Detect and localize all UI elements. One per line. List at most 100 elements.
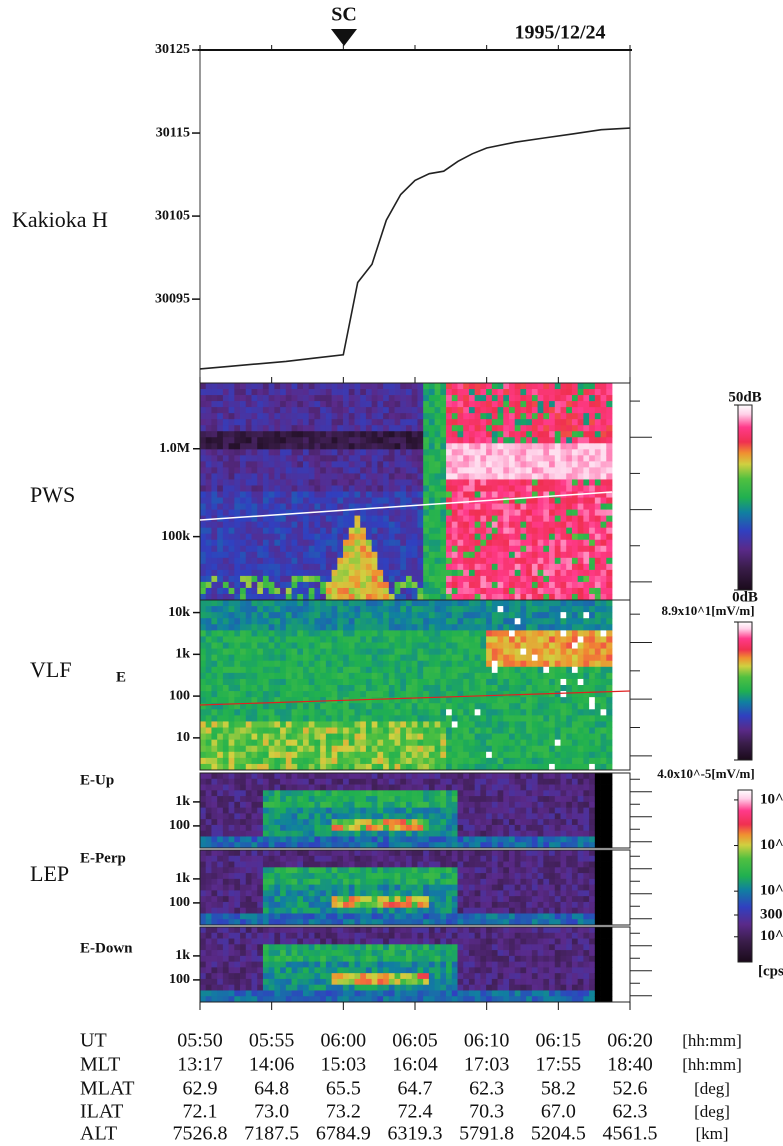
- spectrogram-cell: [223, 540, 229, 546]
- spectrogram-cell: [200, 643, 206, 649]
- spectrogram-cell: [314, 552, 320, 558]
- spectrogram-cell: [326, 752, 332, 758]
- spectrogram-cell: [463, 624, 469, 630]
- spectrogram-cell: [211, 673, 217, 679]
- spectrogram-cell: [555, 528, 561, 534]
- spectrogram-cell: [211, 813, 217, 819]
- spectrogram-cell: [240, 734, 246, 740]
- spectrogram-cell: [314, 395, 320, 401]
- spectrogram-cell: [543, 588, 549, 594]
- spectrogram-cell: [475, 467, 481, 473]
- spectrogram-cell: [326, 836, 332, 842]
- spectrogram-cell: [377, 606, 383, 612]
- spectrogram-cell: [595, 389, 601, 395]
- spectrogram-cell: [395, 740, 401, 746]
- spectrogram-cell: [360, 630, 366, 636]
- spectrogram-cell: [217, 461, 223, 467]
- spectrogram-cell: [486, 449, 492, 455]
- spectrogram-cell: [583, 570, 589, 576]
- spectrogram-cell: [452, 479, 458, 485]
- spectrogram-cell: [223, 552, 229, 558]
- spectrogram-cell: [595, 667, 601, 673]
- spectrogram-cell: [332, 721, 338, 727]
- spectrogram-cell: [486, 746, 492, 752]
- spectrogram-cell: [280, 479, 286, 485]
- spectrogram-cell: [229, 836, 235, 842]
- spectrogram-cell: [503, 522, 509, 528]
- spectrogram-cell: [595, 630, 601, 636]
- spectrogram-cell: [217, 455, 223, 461]
- spectrogram-cell: [417, 624, 423, 630]
- spectrogram-cell: [566, 728, 572, 734]
- spectrogram-cell: [538, 679, 544, 685]
- spectrogram-cell: [349, 752, 355, 758]
- spectrogram-cell: [320, 588, 326, 594]
- spectrogram-cell: [389, 522, 395, 528]
- spectrogram-cell: [320, 443, 326, 449]
- spectrogram-cell: [383, 600, 389, 606]
- spectrogram-cell: [509, 752, 515, 758]
- spectrogram-cell: [475, 558, 481, 564]
- spectrogram-cell: [292, 594, 298, 600]
- spectrogram-cell: [532, 721, 538, 727]
- spectrogram-cell: [578, 504, 584, 510]
- spectrogram-cell: [469, 606, 475, 612]
- spectrogram-cell: [211, 612, 217, 618]
- spectrogram-cell: [561, 552, 567, 558]
- spectrogram-cell: [257, 636, 263, 642]
- spectrogram-cell: [389, 709, 395, 715]
- spectrogram-cell: [355, 746, 361, 752]
- spectrogram-cell: [538, 630, 544, 636]
- spectrogram-cell: [366, 667, 372, 673]
- spectrogram-cell: [355, 709, 361, 715]
- spectrogram-cell: [389, 740, 395, 746]
- spectrogram-cell: [543, 401, 549, 407]
- spectrogram-cell: [269, 395, 275, 401]
- spectrogram-cell: [252, 401, 258, 407]
- spectrogram-cell: [538, 612, 544, 618]
- y-tick-label: 10k: [168, 605, 190, 620]
- spectrogram-cell: [589, 606, 595, 612]
- spectrogram-cell: [595, 697, 601, 703]
- spectrogram-cell: [549, 401, 555, 407]
- spectrogram-cell: [555, 691, 561, 697]
- spectrogram-cell: [360, 655, 366, 661]
- spectrogram-cell: [280, 534, 286, 540]
- spectrogram-cell: [446, 546, 452, 552]
- spectrogram-cell: [406, 437, 412, 443]
- spectrogram-cell: [458, 679, 464, 685]
- spectrogram-cell: [297, 685, 303, 691]
- spectrogram-cell: [561, 697, 567, 703]
- spectrogram-cell: [429, 407, 435, 413]
- spectrogram-cell: [223, 546, 229, 552]
- spectrogram-cell: [320, 667, 326, 673]
- spectrogram-cell: [435, 715, 441, 721]
- spectrogram-cell: [492, 643, 498, 649]
- spectrogram-cell: [217, 667, 223, 673]
- spectrogram-cell: [526, 516, 532, 522]
- spectrogram-cell: [555, 431, 561, 437]
- spectrogram-cell: [234, 643, 240, 649]
- spectrogram-cell: [538, 522, 544, 528]
- spectrogram-cell: [377, 413, 383, 419]
- spectrogram-cell: [543, 709, 549, 715]
- spectrogram-cell: [452, 752, 458, 758]
- spectrogram-cell: [274, 389, 280, 395]
- spectrogram-cell: [280, 764, 286, 770]
- spectrogram-cell: [561, 528, 567, 534]
- spectrogram-cell: [549, 461, 555, 467]
- spectrogram-cell: [389, 612, 395, 618]
- spectrogram-cell: [492, 546, 498, 552]
- spectrogram-cell: [200, 443, 206, 449]
- spectrogram-cell: [435, 479, 441, 485]
- spectrogram-cell: [469, 401, 475, 407]
- spectrogram-cell: [417, 455, 423, 461]
- spectrogram-cell: [274, 624, 280, 630]
- spectrogram-cell: [389, 630, 395, 636]
- spectrogram-cell: [200, 773, 206, 779]
- spectrogram-cell: [435, 606, 441, 612]
- spectrogram-cell: [520, 649, 526, 655]
- spectrogram-cell: [206, 389, 212, 395]
- spectrogram-cell: [274, 552, 280, 558]
